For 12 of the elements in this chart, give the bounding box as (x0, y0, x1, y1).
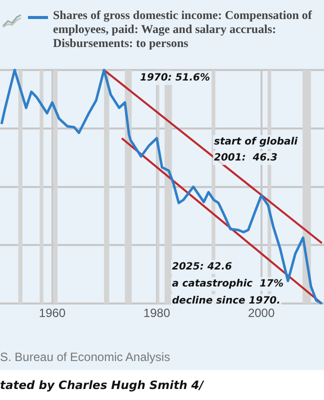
x-tick-label: 1960 (38, 306, 66, 320)
annotation: 2001: 46.3 (214, 152, 278, 164)
annotation: start of globali (214, 136, 298, 148)
x-tick-label: 2000 (248, 306, 275, 320)
annotation: 2025: 42.6 (172, 262, 232, 273)
x-tick-label: 1980 (143, 306, 170, 320)
legend-label: Shares of gross domestic income: Compensation of employees, paid: Wage and salary accruals: Disbursements: to persons (53, 8, 313, 50)
annotation: a catastrophic 17% (172, 278, 284, 290)
text: tated by Charles Hugh Smith 4/ (0, 370, 324, 400)
annotation: 1970: 51.6% (140, 72, 210, 84)
text: S. Bureau of Economic Analysis (0, 349, 172, 366)
annotation: decline since 1970. (172, 296, 280, 307)
